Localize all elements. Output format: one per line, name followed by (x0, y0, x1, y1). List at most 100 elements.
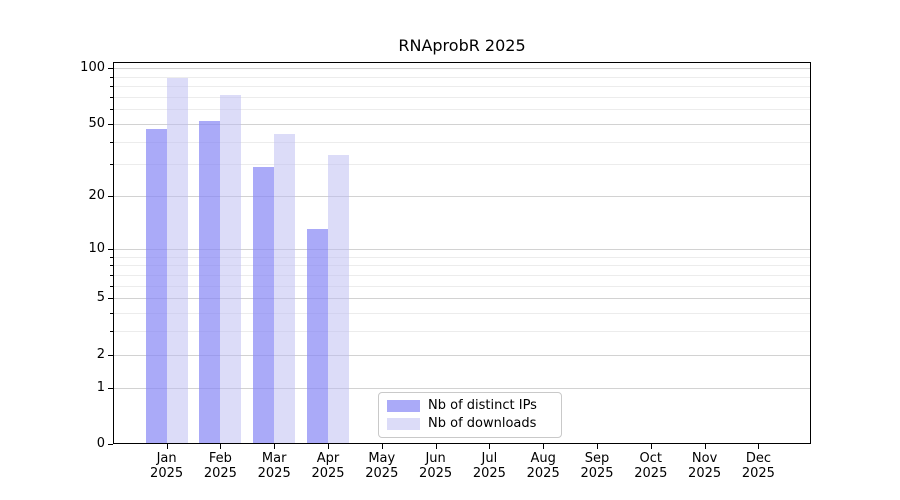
bar-distinct-ips (145, 128, 167, 444)
x-tick-label: Jan 2025 (135, 451, 199, 481)
gridline-minor (113, 312, 811, 314)
gridline-minor (113, 109, 811, 111)
x-tick-month: Oct (639, 451, 663, 466)
gridline-major (113, 387, 811, 389)
x-axis-tick (597, 444, 598, 449)
x-tick-label: Feb 2025 (188, 451, 252, 481)
legend: Nb of distinct IPs Nb of downloads (378, 392, 562, 438)
y-tick-label: 10 (88, 240, 105, 256)
y-axis-minor-tick (110, 312, 113, 314)
gridline-major (113, 354, 811, 356)
y-axis-minor-tick (110, 285, 113, 287)
legend-swatch-downloads (387, 418, 420, 430)
x-axis-tick (166, 444, 168, 449)
y-tick-label: 5 (96, 290, 105, 306)
x-tick-year: 2025 (580, 466, 614, 481)
gridline-minor (113, 331, 811, 333)
bar-distinct-ips (307, 229, 328, 444)
x-tick-year: 2025 (257, 466, 291, 481)
x-tick-month: Sep (584, 451, 610, 466)
x-tick-label: Mar 2025 (242, 451, 306, 481)
x-tick-month: Aug (530, 451, 556, 466)
x-tick-year: 2025 (419, 466, 453, 481)
x-tick-year: 2025 (741, 466, 775, 481)
y-tick-label: 1 (96, 379, 105, 395)
x-axis-tick (489, 444, 491, 449)
legend-item-distinct-ips: Nb of distinct IPs (387, 399, 561, 413)
legend-label-distinct-ips: Nb of distinct IPs (428, 398, 537, 413)
x-axis-tick (704, 444, 706, 449)
x-tick-month: Mar (261, 451, 287, 466)
x-axis-tick (543, 444, 545, 449)
x-tick-label: Jun 2025 (404, 451, 468, 481)
gridline-minor (113, 141, 811, 143)
x-tick-year: 2025 (150, 466, 184, 481)
x-tick-month: Nov (691, 451, 718, 466)
gridline-minor (113, 86, 811, 88)
y-axis-minor-tick (110, 86, 113, 88)
x-axis-tick (435, 444, 437, 449)
legend-swatch-distinct-ips (387, 400, 420, 412)
y-axis-minor-tick (110, 265, 113, 267)
gridline-minor (113, 164, 811, 166)
gridline-major (113, 196, 811, 198)
x-tick-year: 2025 (526, 466, 560, 481)
gridline-major (113, 248, 811, 250)
x-tick-label: Apr 2025 (296, 451, 360, 481)
x-axis-tick (650, 444, 652, 449)
x-tick-month: Jun (425, 451, 446, 466)
legend-label-downloads: Nb of downloads (428, 416, 537, 431)
legend-item-downloads: Nb of downloads (387, 417, 561, 431)
y-axis-minor-tick (110, 76, 113, 78)
y-tick-label: 50 (88, 115, 105, 131)
bar-distinct-ips (253, 167, 275, 444)
y-tick-label: 100 (80, 60, 105, 76)
bar-downloads (328, 154, 349, 444)
x-axis-tick (328, 444, 329, 449)
y-axis-minor-tick (110, 141, 113, 143)
x-tick-label: Oct 2025 (619, 451, 683, 481)
y-axis-tick (108, 123, 113, 125)
gridline-minor (113, 96, 811, 98)
x-tick-label: May 2025 (350, 451, 414, 481)
y-axis-tick (108, 68, 113, 70)
bar-downloads (166, 77, 188, 444)
gridline-minor (113, 285, 811, 287)
gridline-minor (113, 265, 811, 267)
x-axis-tick (220, 444, 222, 449)
bar-distinct-ips (199, 120, 221, 444)
x-tick-year: 2025 (688, 466, 722, 481)
y-axis-tick (108, 387, 113, 389)
gridline-minor (113, 256, 811, 258)
bar-downloads (274, 134, 296, 444)
x-tick-year: 2025 (203, 466, 237, 481)
y-axis-tick (108, 298, 113, 300)
y-axis-minor-tick (110, 256, 113, 258)
x-tick-year: 2025 (634, 466, 668, 481)
x-tick-label: Dec 2025 (726, 451, 790, 481)
y-axis-tick (108, 444, 113, 445)
x-tick-month: Apr (316, 451, 340, 466)
x-tick-month: Feb (208, 451, 232, 466)
x-tick-year: 2025 (311, 466, 345, 481)
y-axis-minor-tick (110, 96, 113, 98)
y-tick-label: 2 (96, 346, 105, 362)
x-tick-month: May (368, 451, 396, 466)
y-axis-tick (108, 354, 113, 356)
x-tick-year: 2025 (472, 466, 506, 481)
y-axis-minor-tick (110, 164, 113, 166)
y-axis-tick (108, 196, 113, 198)
x-tick-label: Aug 2025 (511, 451, 575, 481)
y-axis-tick (108, 248, 113, 250)
y-axis-minor-tick (110, 109, 113, 111)
x-tick-label: Nov 2025 (673, 451, 737, 481)
gridline-major (113, 298, 811, 300)
x-axis-tick (274, 444, 276, 449)
x-tick-label: Jul 2025 (457, 451, 521, 481)
gridline-major (113, 123, 811, 125)
y-axis-minor-tick (110, 274, 113, 276)
x-tick-month: Jul (481, 451, 498, 466)
gridline-minor (113, 76, 811, 78)
y-tick-label: 0 (96, 436, 105, 451)
